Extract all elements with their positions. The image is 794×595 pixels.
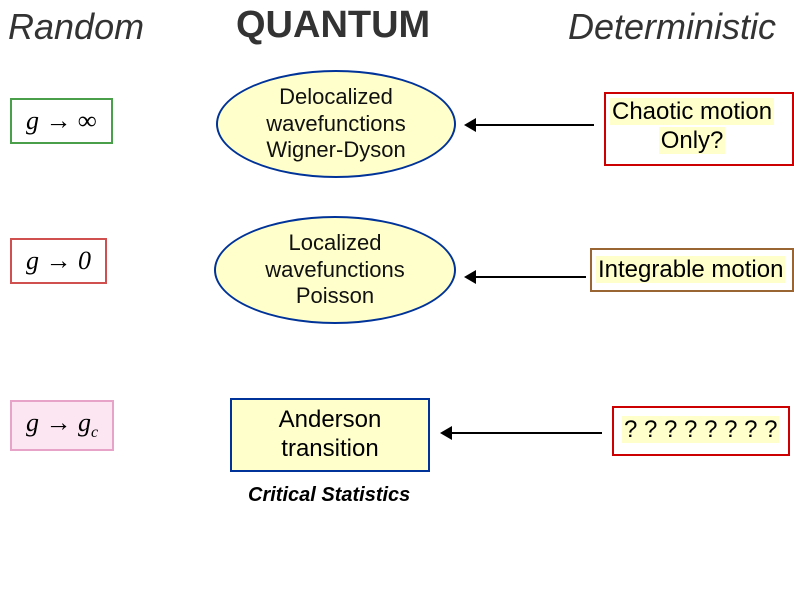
heading-random: Random bbox=[8, 6, 144, 48]
caption-critical-stats: Critical Statistics bbox=[248, 484, 410, 507]
label-integrable-border bbox=[590, 248, 794, 292]
ellipse-line: Wigner-Dyson bbox=[266, 137, 405, 163]
ellipse-delocalized: Delocalized wavefunctions Wigner-Dyson bbox=[216, 70, 456, 178]
ellipse-line: Poisson bbox=[296, 283, 374, 309]
gbox-zero-text: g → 0 bbox=[26, 246, 91, 275]
heading-deterministic: Deterministic bbox=[568, 6, 776, 48]
ellipse-line: Delocalized bbox=[279, 84, 393, 110]
gbox-infinity: g → ∞ bbox=[10, 98, 113, 144]
arrow-question bbox=[452, 432, 602, 434]
gbox-gc: g → gc bbox=[10, 400, 114, 451]
ellipse-localized: Localized wavefunctions Poisson bbox=[214, 216, 456, 324]
ellipse-line: wavefunctions bbox=[266, 111, 405, 137]
label-chaotic-border bbox=[604, 92, 794, 166]
box-anderson: Anderson transition bbox=[230, 398, 430, 472]
gbox-zero: g → 0 bbox=[10, 238, 107, 284]
gbox-gc-sub: c bbox=[91, 424, 98, 441]
arrow-chaotic bbox=[476, 124, 594, 126]
gbox-infinity-text: g → ∞ bbox=[26, 106, 97, 135]
box-line: Anderson bbox=[279, 406, 382, 435]
arrow-integrable bbox=[476, 276, 586, 278]
ellipse-line: wavefunctions bbox=[265, 257, 404, 283]
gbox-gc-text: g → g bbox=[26, 408, 91, 437]
box-line: transition bbox=[281, 435, 378, 464]
heading-quantum: QUANTUM bbox=[236, 4, 430, 47]
ellipse-line: Localized bbox=[289, 230, 382, 256]
label-question-border bbox=[612, 406, 790, 456]
